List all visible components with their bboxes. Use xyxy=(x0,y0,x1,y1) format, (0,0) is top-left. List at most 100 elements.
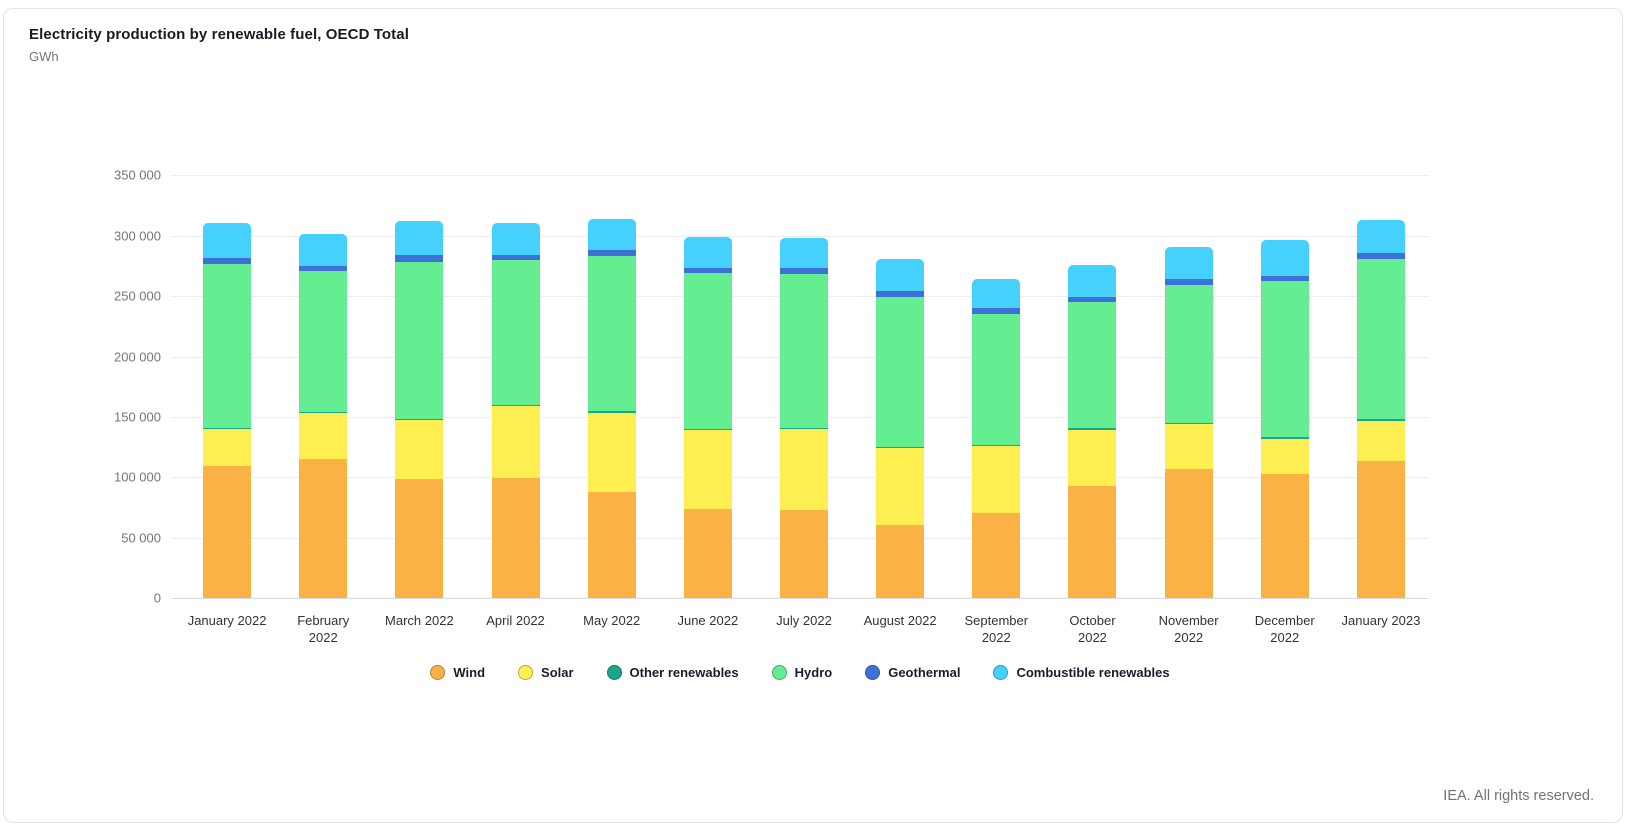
bar-segment-other-renewables[interactable] xyxy=(587,411,636,413)
bar-segment-geothermal[interactable] xyxy=(1260,275,1309,281)
bar-segment-combustible-renewables[interactable] xyxy=(203,223,252,258)
bar-segment-solar[interactable] xyxy=(587,412,636,492)
bar-segment-wind[interactable] xyxy=(780,510,828,598)
bar-july-2022[interactable] xyxy=(780,237,828,598)
bar-segment-wind[interactable] xyxy=(587,491,636,598)
bar-segment-combustible-renewables[interactable] xyxy=(491,223,540,255)
bar-segment-geothermal[interactable] xyxy=(491,254,540,260)
bar-segment-wind[interactable] xyxy=(1068,486,1117,598)
legend-item-hydro[interactable]: Hydro xyxy=(771,665,832,680)
bar-segment-wind[interactable] xyxy=(972,512,1021,598)
bar-segment-combustible-renewables[interactable] xyxy=(1356,220,1405,254)
bar-segment-geothermal[interactable] xyxy=(1356,253,1405,260)
bar-segment-other-renewables[interactable] xyxy=(780,427,828,429)
bar-segment-hydro[interactable] xyxy=(203,263,252,428)
bar-segment-solar[interactable] xyxy=(1260,438,1309,475)
bar-segment-hydro[interactable] xyxy=(1260,280,1309,438)
bar-segment-combustible-renewables[interactable] xyxy=(683,237,732,268)
legend-item-solar[interactable]: Solar xyxy=(518,665,574,680)
y-axis-tick-label: 350 000 xyxy=(114,167,161,183)
bar-segment-solar[interactable] xyxy=(683,430,732,510)
bar-segment-wind[interactable] xyxy=(1164,468,1213,598)
bar-segment-solar[interactable] xyxy=(299,413,348,459)
bar-segment-wind[interactable] xyxy=(299,458,348,598)
bar-segment-hydro[interactable] xyxy=(1356,259,1405,419)
bar-segment-combustible-renewables[interactable] xyxy=(395,221,444,256)
bar-segment-combustible-renewables[interactable] xyxy=(876,259,925,291)
bar-segment-hydro[interactable] xyxy=(587,256,636,412)
bar-august-2022[interactable] xyxy=(876,259,925,598)
bar-segment-wind[interactable] xyxy=(491,477,540,598)
bar-segment-other-renewables[interactable] xyxy=(1068,428,1117,430)
bar-april-2022[interactable] xyxy=(491,223,540,598)
bar-segment-wind[interactable] xyxy=(683,509,732,598)
bar-march-2022[interactable] xyxy=(395,221,444,598)
bar-segment-other-renewables[interactable] xyxy=(1356,418,1405,422)
bar-segment-geothermal[interactable] xyxy=(1068,296,1117,302)
bar-segment-hydro[interactable] xyxy=(683,273,732,429)
bar-december-2022[interactable] xyxy=(1260,240,1309,598)
legend-marker-icon xyxy=(518,665,534,680)
bar-segment-geothermal[interactable] xyxy=(203,257,252,264)
bar-segment-geothermal[interactable] xyxy=(876,290,925,297)
bar-segment-hydro[interactable] xyxy=(299,270,348,413)
bar-segment-solar[interactable] xyxy=(395,419,444,480)
bar-segment-wind[interactable] xyxy=(203,466,252,598)
bar-segment-other-renewables[interactable] xyxy=(299,412,348,414)
bar-segment-hydro[interactable] xyxy=(780,274,828,428)
bar-june-2022[interactable] xyxy=(683,237,732,598)
bar-segment-solar[interactable] xyxy=(780,428,828,511)
bar-february-2022[interactable] xyxy=(299,234,348,598)
bar-segment-combustible-renewables[interactable] xyxy=(299,234,348,267)
bar-segment-wind[interactable] xyxy=(395,479,444,598)
bar-segment-solar[interactable] xyxy=(1164,424,1213,469)
bar-segment-combustible-renewables[interactable] xyxy=(972,278,1021,309)
bar-segment-hydro[interactable] xyxy=(491,259,540,405)
bar-segment-other-renewables[interactable] xyxy=(395,418,444,420)
bar-segment-geothermal[interactable] xyxy=(972,308,1021,315)
bar-segment-other-renewables[interactable] xyxy=(1260,437,1309,439)
bar-segment-solar[interactable] xyxy=(1356,421,1405,461)
bar-segment-geothermal[interactable] xyxy=(780,268,828,275)
bar-november-2022[interactable] xyxy=(1164,247,1213,598)
legend-item-wind[interactable]: Wind xyxy=(430,665,485,680)
bar-segment-hydro[interactable] xyxy=(1068,301,1117,429)
bar-segment-solar[interactable] xyxy=(491,406,540,478)
bar-segment-other-renewables[interactable] xyxy=(491,404,540,407)
bar-may-2022[interactable] xyxy=(587,218,636,598)
bar-segment-combustible-renewables[interactable] xyxy=(780,237,828,269)
bar-segment-other-renewables[interactable] xyxy=(683,428,732,431)
bar-segment-geothermal[interactable] xyxy=(1164,278,1213,286)
bar-segment-wind[interactable] xyxy=(1260,474,1309,598)
x-axis-tick-label: February 2022 xyxy=(297,613,350,645)
bar-segment-solar[interactable] xyxy=(203,428,252,467)
bar-october-2022[interactable] xyxy=(1068,265,1117,598)
bar-segment-solar[interactable] xyxy=(1068,429,1117,487)
legend-item-other-renewables[interactable]: Other renewables xyxy=(606,665,739,680)
bar-segment-other-renewables[interactable] xyxy=(203,427,252,429)
bar-segment-wind[interactable] xyxy=(876,524,925,598)
bar-segment-combustible-renewables[interactable] xyxy=(587,218,636,251)
bar-segment-geothermal[interactable] xyxy=(683,267,732,274)
bar-segment-wind[interactable] xyxy=(1356,460,1405,598)
bar-segment-other-renewables[interactable] xyxy=(1164,422,1213,425)
bar-segment-combustible-renewables[interactable] xyxy=(1068,265,1117,297)
bar-september-2022[interactable] xyxy=(972,278,1021,598)
bar-january-2022[interactable] xyxy=(203,223,252,598)
bar-segment-geothermal[interactable] xyxy=(395,255,444,262)
bar-segment-other-renewables[interactable] xyxy=(972,445,1021,447)
legend-item-combustible-renewables[interactable]: Combustible renewables xyxy=(993,665,1170,680)
bar-segment-geothermal[interactable] xyxy=(299,266,348,271)
bar-segment-hydro[interactable] xyxy=(972,314,1021,446)
bar-segment-hydro[interactable] xyxy=(1164,285,1213,423)
bar-segment-solar[interactable] xyxy=(972,446,1021,513)
bar-segment-hydro[interactable] xyxy=(876,296,925,448)
bar-segment-combustible-renewables[interactable] xyxy=(1164,247,1213,279)
bar-segment-solar[interactable] xyxy=(876,448,925,525)
bar-segment-combustible-renewables[interactable] xyxy=(1260,240,1309,276)
bar-segment-geothermal[interactable] xyxy=(587,250,636,257)
legend-item-geothermal[interactable]: Geothermal xyxy=(865,665,960,680)
bar-segment-hydro[interactable] xyxy=(395,261,444,419)
bar-segment-other-renewables[interactable] xyxy=(876,447,925,449)
bar-january-2023[interactable] xyxy=(1356,220,1405,598)
